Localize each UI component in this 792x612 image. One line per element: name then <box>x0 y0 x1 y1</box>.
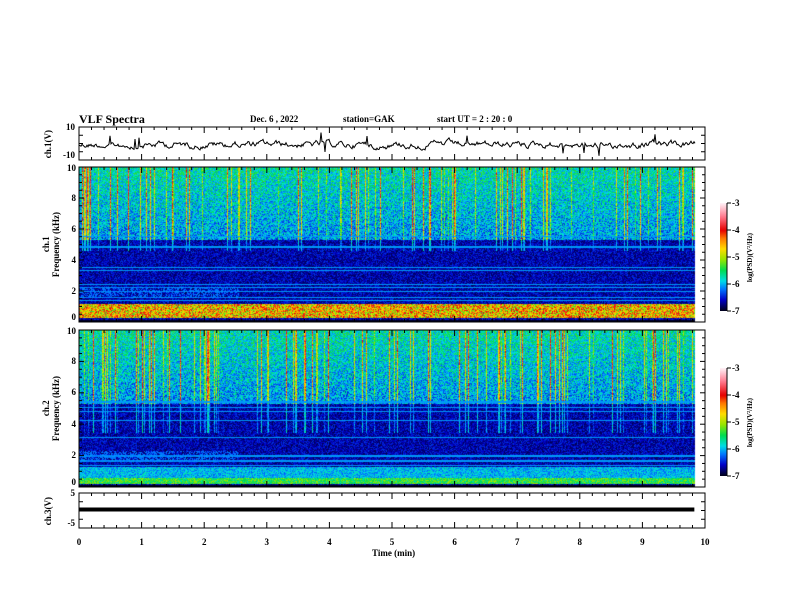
y-tick-label: 10 <box>66 122 75 132</box>
colorbar-tick-label: -4 <box>732 224 740 235</box>
ch1-spectrogram <box>79 167 705 322</box>
colorbar-tick-label: -7 <box>732 305 740 316</box>
y-tick-label: 0 <box>71 312 77 322</box>
x-tick-label: 0 <box>76 537 82 547</box>
colorbar-tick-label: -3 <box>732 362 740 373</box>
y-tick-label: 10 <box>67 163 76 173</box>
x-tick-label: 2 <box>201 537 207 547</box>
colorbar-tick-label: -5 <box>732 416 740 427</box>
colorbar-tick-label: -6 <box>732 443 740 454</box>
y-tick-label: -5 <box>67 518 76 528</box>
x-tick-label: 9 <box>640 537 645 547</box>
x-tick-label: 5 <box>389 537 395 547</box>
y-tick-label: 10 <box>67 326 76 336</box>
x-axis-label: Time (min) <box>372 548 416 558</box>
x-tick-label: 4 <box>327 537 332 547</box>
x-tick-label: 8 <box>577 537 583 547</box>
colorbar-tick-label: -4 <box>732 389 740 400</box>
x-tick-label: 3 <box>264 537 270 547</box>
chart-title: VLF Spectra <box>79 112 145 126</box>
x-tick-label: 10 <box>700 537 710 547</box>
y-tick-label: 5 <box>70 488 76 498</box>
y-tick-label: 4 <box>71 254 77 265</box>
ch1-spectrogram-ylabel: ch.1 Frequency (kHz) <box>41 212 61 278</box>
y-tick-label: 4 <box>71 418 77 429</box>
colorbar-tick-label: -6 <box>732 278 740 289</box>
x-tick-label: 7 <box>514 537 520 547</box>
ch1-spectrogram-frame <box>78 166 706 323</box>
ch2-spectrogram-ylabel: ch.2 Frequency (kHz) <box>41 376 61 442</box>
colorbar-tick-label: -3 <box>732 197 740 208</box>
y-tick-label: 8 <box>71 192 77 203</box>
ch1-waveform-line <box>78 132 696 156</box>
ch2-colorbar <box>720 368 727 476</box>
y-tick-label: 6 <box>71 223 77 234</box>
ch2-spectrogram <box>79 330 705 487</box>
y-tick-label: 6 <box>71 387 77 398</box>
ch1-colorbar <box>720 203 727 311</box>
y-tick-label: 8 <box>71 355 77 366</box>
date-label: Dec. 6 , 2022 <box>250 114 299 124</box>
x-tick-label: 1 <box>139 537 144 547</box>
ch1-waveform-ylabel: ch.1(V) <box>43 129 53 158</box>
colorbar-tick-label: -5 <box>732 251 740 262</box>
y-tick-label: 0 <box>71 477 77 487</box>
start-time-label: start UT = 2 : 20 : 0 <box>437 114 513 124</box>
ch2-spectrogram-frame <box>78 329 706 488</box>
x-tick-label: 6 <box>452 537 457 547</box>
colorbar-label: log(PSD)(V²/Hz) <box>746 232 754 282</box>
colorbar-label: log(PSD)(V²/Hz) <box>746 397 754 447</box>
y-tick-label: 2 <box>71 285 77 296</box>
y-tick-label: 2 <box>71 450 77 461</box>
y-tick-label: -10 <box>63 150 75 160</box>
colorbar-tick-label: -7 <box>732 470 740 481</box>
ch3-waveform-ylabel: ch.3(V) <box>43 496 53 525</box>
station-label: station=GAK <box>343 114 395 124</box>
